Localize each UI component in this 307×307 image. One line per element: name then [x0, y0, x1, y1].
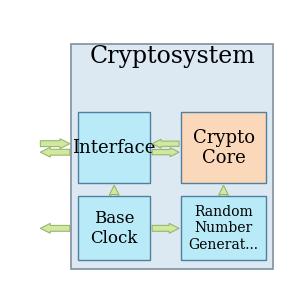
Text: Crypto
Core: Crypto Core: [192, 129, 255, 167]
FancyArrow shape: [152, 223, 179, 233]
FancyBboxPatch shape: [181, 112, 266, 183]
FancyBboxPatch shape: [71, 44, 273, 269]
Text: Interface: Interface: [72, 139, 156, 157]
FancyArrow shape: [40, 139, 70, 149]
FancyArrow shape: [152, 139, 179, 148]
FancyArrow shape: [219, 185, 228, 195]
Text: Random
Number
Generat...: Random Number Generat...: [188, 205, 258, 251]
Text: Base
Clock: Base Clock: [91, 210, 138, 247]
FancyArrow shape: [152, 148, 179, 157]
FancyArrow shape: [40, 223, 70, 233]
FancyArrow shape: [40, 147, 70, 157]
FancyBboxPatch shape: [78, 196, 150, 260]
FancyBboxPatch shape: [181, 196, 266, 260]
FancyBboxPatch shape: [78, 112, 150, 183]
Text: Cryptosystem: Cryptosystem: [89, 45, 255, 68]
FancyArrow shape: [109, 185, 119, 195]
